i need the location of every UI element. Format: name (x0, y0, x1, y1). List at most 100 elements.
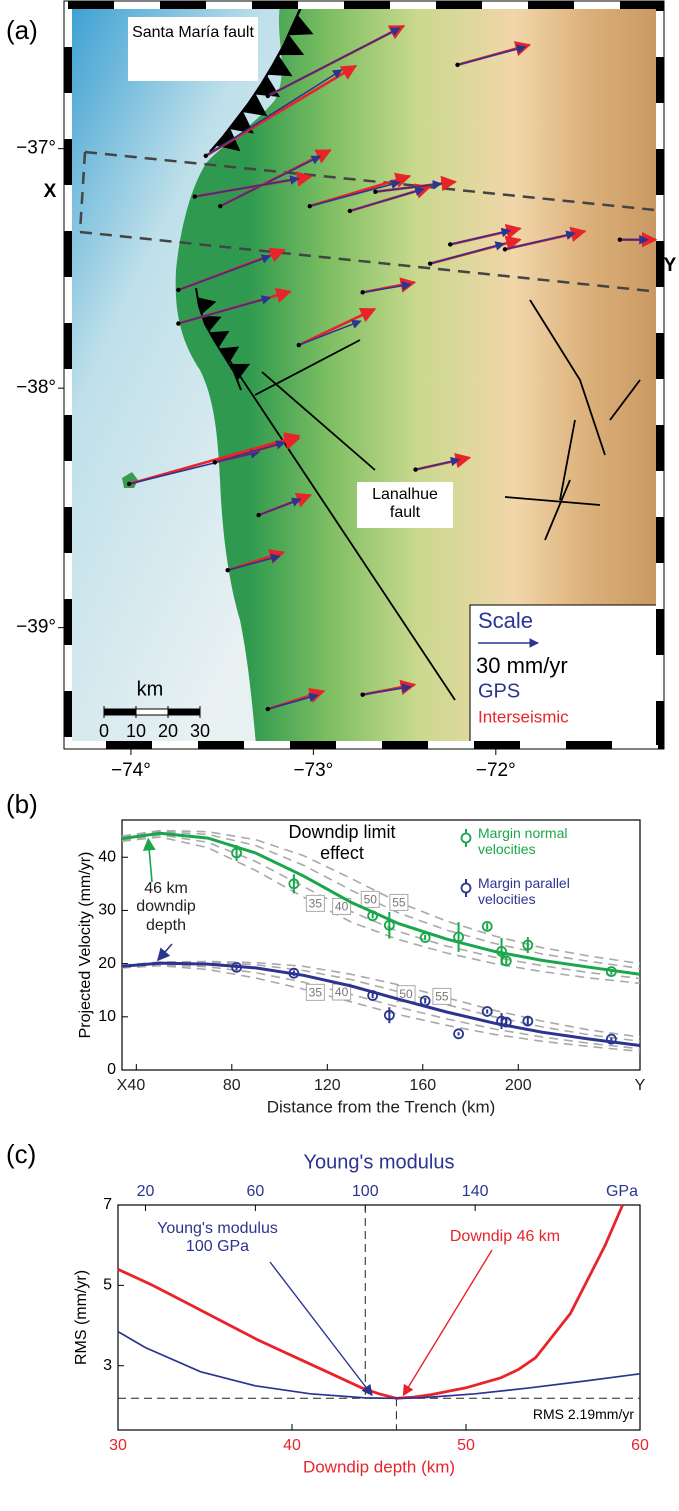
scale-bar-label: 0 (99, 721, 109, 741)
station (297, 343, 301, 347)
y-tick-label: 7 (103, 1196, 112, 1213)
panel-label: (a) (6, 15, 38, 45)
y-tick-label: 5 (103, 1277, 112, 1294)
figure-svg: (a) −74° −73° −72° −37° −38° −39° X Y Scale 30 mm/… (0, 0, 679, 1511)
station (455, 63, 459, 67)
station (618, 237, 622, 241)
legend-label: Interseismic (478, 707, 569, 726)
x-axis-label: Distance from the Trench (km) (267, 1097, 496, 1116)
legend-symbol (462, 834, 471, 843)
x-tick-label: −74° (111, 760, 151, 781)
station (360, 693, 364, 697)
model-variant (122, 966, 640, 1052)
y-tick-label: 3 (103, 1357, 112, 1374)
y-axis-label: Projected Velocity (mm/yr) (77, 852, 94, 1039)
annotation: Young's modulus 100 GPa (150, 1220, 285, 1257)
scale-bar-segment (104, 709, 136, 715)
variant-label: 40 (335, 900, 349, 914)
station (127, 482, 131, 486)
y-tick-label: 20 (98, 955, 116, 972)
x-tick-label: 160 (409, 1077, 436, 1094)
annotation: 46 km downdip depth (130, 880, 202, 935)
y-tick-label: −38° (16, 377, 56, 398)
variant-label: 55 (435, 990, 449, 1004)
annotation: Downdip 46 km (430, 1228, 580, 1246)
x-tick-label: Y (635, 1077, 646, 1094)
annotation-arrow (158, 944, 172, 960)
y-tick-label: 30 (98, 902, 116, 919)
model-line (122, 963, 640, 1045)
x-tick-label: 80 (223, 1077, 241, 1094)
x-tick-label: X (117, 1077, 128, 1094)
x-tick-label: 40 (127, 1077, 145, 1094)
station (428, 261, 432, 265)
rms-label: RMS 2.19mm/yr (533, 1406, 634, 1422)
figure: (a) −74° −73° −72° −37° −38° −39° X Y Scale 30 mm/… (0, 0, 679, 1511)
y-tick-label: −37° (16, 138, 56, 159)
x2-unit: GPa (606, 1183, 638, 1200)
fault-label: Lanalhue fault (357, 486, 453, 523)
scale-bar-label: 10 (126, 721, 146, 741)
station (308, 204, 312, 208)
variant-label: 55 (392, 896, 406, 910)
x2-tick-label: 60 (246, 1183, 264, 1200)
data-line (118, 1332, 640, 1399)
variant-label: 35 (309, 897, 323, 911)
x-tick-label: 120 (314, 1077, 341, 1094)
station (266, 707, 270, 711)
variant-label: 35 (309, 986, 323, 1000)
x2-axis-label: Young's modulus (304, 1151, 455, 1173)
station (256, 513, 260, 517)
station (176, 288, 180, 292)
station (360, 290, 364, 294)
station (348, 209, 352, 213)
legend-label: Margin parallel velocities (478, 875, 590, 907)
x-axis-label: Downdip depth (km) (303, 1457, 455, 1476)
profile-label: Y (664, 255, 677, 276)
scale-label: 30 mm/yr (476, 653, 568, 678)
scale-bar-title: km (137, 678, 164, 700)
legend-title: Scale (478, 608, 533, 633)
x-tick-label: 50 (457, 1437, 475, 1454)
station (213, 460, 217, 464)
scale-bar-label: 30 (190, 721, 210, 741)
legend-label: Margin normal velocities (478, 825, 590, 857)
station (413, 467, 417, 471)
annotation-arrow (148, 839, 152, 882)
legend-label: GPS (478, 680, 520, 702)
x2-tick-label: 100 (352, 1183, 379, 1200)
x-tick-label: −73° (293, 760, 333, 781)
variant-label: 50 (364, 893, 378, 907)
station (503, 247, 507, 251)
station (266, 94, 270, 98)
fault-label: Santa María fault (128, 24, 258, 42)
x-tick-label: 200 (505, 1077, 532, 1094)
x-tick-label: 30 (109, 1437, 127, 1454)
profile-label: X (44, 181, 57, 202)
x-tick-label: 60 (631, 1437, 649, 1454)
panel-label: (b) (6, 789, 38, 819)
x-tick-label: 40 (283, 1437, 301, 1454)
y-axis-label: RMS (mm/yr) (73, 1270, 90, 1365)
station (193, 194, 197, 198)
station (204, 154, 208, 158)
variant-label: 40 (335, 985, 349, 999)
scale-bar-segment (136, 709, 168, 715)
y-tick-label: 10 (98, 1008, 116, 1025)
legend-symbol (462, 884, 471, 893)
x2-tick-label: 140 (462, 1183, 489, 1200)
chart-title: Downdip limit effect (272, 822, 412, 863)
annotation-arrow (270, 1262, 372, 1395)
map-background (68, 5, 660, 745)
x-tick-label: −72° (476, 760, 516, 781)
y-tick-label: −39° (16, 617, 56, 638)
panel-label: (c) (6, 1139, 36, 1169)
scale-bar-segment (168, 709, 200, 715)
station (176, 321, 180, 325)
station (218, 204, 222, 208)
station (373, 190, 377, 194)
y-tick-label: 0 (107, 1061, 116, 1078)
model-variant (122, 962, 640, 1038)
station (448, 242, 452, 246)
station (225, 568, 229, 572)
